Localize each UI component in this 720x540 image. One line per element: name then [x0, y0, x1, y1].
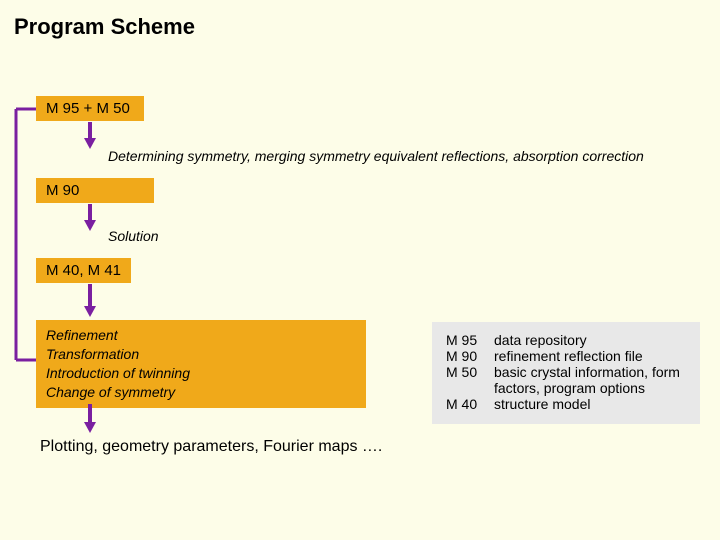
refinement-line: Change of symmetry: [46, 383, 356, 402]
legend-row: M 40 structure model: [446, 396, 686, 412]
feedback-bracket-icon: [12, 106, 38, 364]
desc-solution: Solution: [108, 228, 159, 244]
legend-val: refinement reflection file: [494, 348, 686, 364]
node-m90: M 90: [36, 178, 154, 203]
desc-symmetry: Determining symmetry, merging symmetry e…: [108, 148, 644, 164]
legend-key: M 40: [446, 396, 494, 412]
node-refinement: Refinement Transformation Introduction o…: [36, 320, 366, 408]
legend-val: data repository: [494, 332, 686, 348]
legend-val: basic crystal information, form factors,…: [494, 364, 686, 396]
legend-row: M 90 refinement reflection file: [446, 348, 686, 364]
arrow-down-icon: [82, 284, 98, 318]
arrow-down-icon: [82, 404, 98, 434]
node-m95-m50: M 95 + M 50: [36, 96, 144, 121]
arrow-down-icon: [82, 204, 98, 232]
legend-key: M 50: [446, 364, 494, 396]
refinement-line: Introduction of twinning: [46, 364, 356, 383]
legend-key: M 95: [446, 332, 494, 348]
page-title: Program Scheme: [14, 14, 195, 40]
legend-row: M 50 basic crystal information, form fac…: [446, 364, 686, 396]
refinement-line: Refinement: [46, 326, 356, 345]
node-m40-m41: M 40, M 41: [36, 258, 131, 283]
legend-val: structure model: [494, 396, 686, 412]
legend-row: M 95 data repository: [446, 332, 686, 348]
arrow-down-icon: [82, 122, 98, 150]
refinement-line: Transformation: [46, 345, 356, 364]
plotting-text: Plotting, geometry parameters, Fourier m…: [40, 438, 382, 456]
legend-box: M 95 data repository M 90 refinement ref…: [432, 322, 700, 424]
legend-key: M 90: [446, 348, 494, 364]
